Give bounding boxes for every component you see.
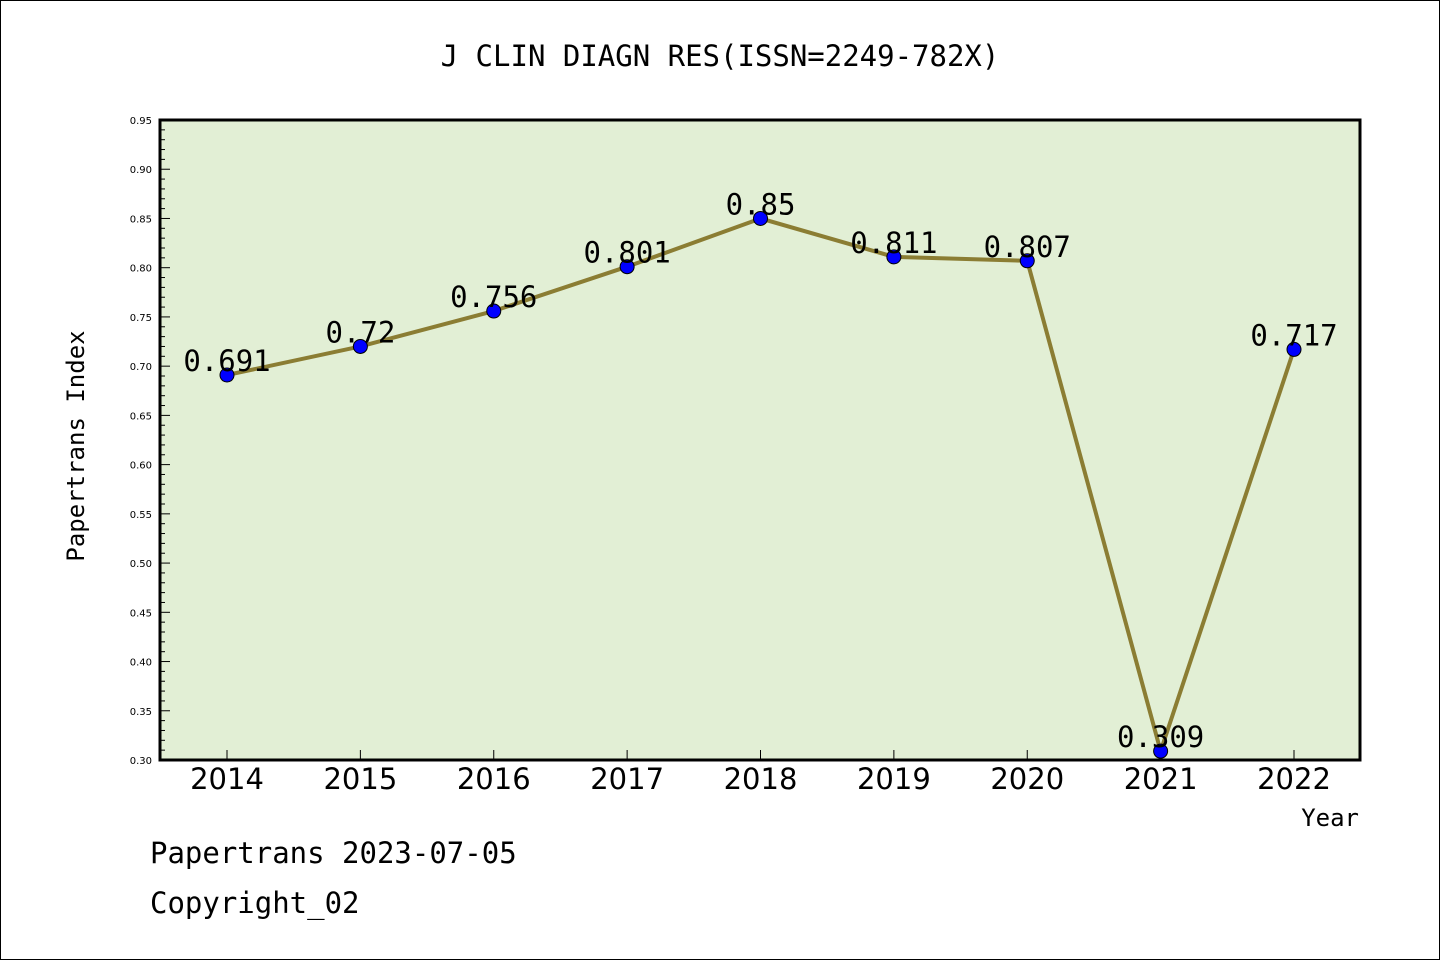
y-tick-label: 0.85 [130, 214, 152, 225]
y-tick-label: 0.35 [130, 707, 152, 718]
chart-title: J CLIN DIAGN RES(ISSN=2249-782X) [441, 39, 1000, 73]
data-label-2014: 0.691 [183, 344, 270, 378]
data-label-2016: 0.756 [450, 280, 537, 314]
x-tick-label: 2018 [724, 762, 798, 796]
data-label-2019: 0.811 [850, 226, 937, 260]
x-tick-label: 2016 [457, 762, 531, 796]
y-tick-label: 0.60 [130, 461, 152, 472]
y-axis-ticks: 0.30 0.35 0.40 0.45 0.50 0.55 0.60 0.65 0.70 0.75… [130, 116, 170, 767]
data-point-2019 [886, 249, 902, 265]
data-point-2021 [1153, 743, 1169, 759]
y-axis-label: Papertrans Index [62, 330, 90, 561]
y-tick-label: 0.50 [130, 559, 152, 570]
data-label-2018: 0.85 [726, 187, 796, 221]
x-tick-label: 2017 [590, 762, 664, 796]
data-point-2015 [352, 338, 368, 354]
plot-border [158, 118, 1362, 762]
x-tick-label: 2019 [857, 762, 931, 796]
data-point-2022 [1286, 341, 1302, 357]
data-point-2016 [486, 303, 502, 319]
y-tick-label: 0.30 [130, 756, 152, 767]
y-tick-label: 0.75 [130, 313, 152, 324]
footer-copyright: Copyright_02 [150, 886, 360, 920]
y-tick-label: 0.95 [130, 116, 152, 127]
y-tick-label: 0.55 [130, 510, 152, 521]
y-tick-label: 0.80 [130, 264, 152, 275]
plot-area [160, 120, 1360, 760]
data-point-2014 [219, 367, 235, 383]
x-axis-ticks: 2014 2015 2016 2017 2018 2019 2020 2021 2022 [190, 750, 1331, 796]
y-tick-label: 0.65 [130, 411, 152, 422]
y-tick-label: 0.40 [130, 658, 152, 669]
data-markers [219, 210, 1302, 759]
data-point-2017 [619, 259, 635, 275]
data-label-2022: 0.717 [1250, 318, 1337, 352]
y-tick-label: 0.45 [130, 608, 152, 619]
data-label-2015: 0.72 [325, 315, 395, 349]
data-label-2021: 0.309 [1117, 720, 1204, 754]
x-tick-label: 2022 [1257, 762, 1331, 796]
y-tick-label: 0.70 [130, 362, 152, 373]
x-tick-label: 2015 [323, 762, 397, 796]
data-label-2017: 0.801 [583, 236, 670, 270]
data-label-2020: 0.807 [984, 230, 1071, 264]
x-tick-label: 2020 [990, 762, 1064, 796]
x-tick-label: 2021 [1124, 762, 1198, 796]
data-point-2018 [753, 210, 768, 226]
x-tick-label: 2014 [190, 762, 264, 796]
data-labels: 0.691 0.72 0.756 0.801 0.85 0.811 0.807 0.309 0.… [183, 187, 1337, 754]
y-tick-label: 0.90 [130, 165, 152, 176]
data-point-2020 [1019, 253, 1035, 269]
x-axis-label: Year [1301, 804, 1359, 832]
footer-date: Papertrans 2023-07-05 [150, 836, 517, 870]
